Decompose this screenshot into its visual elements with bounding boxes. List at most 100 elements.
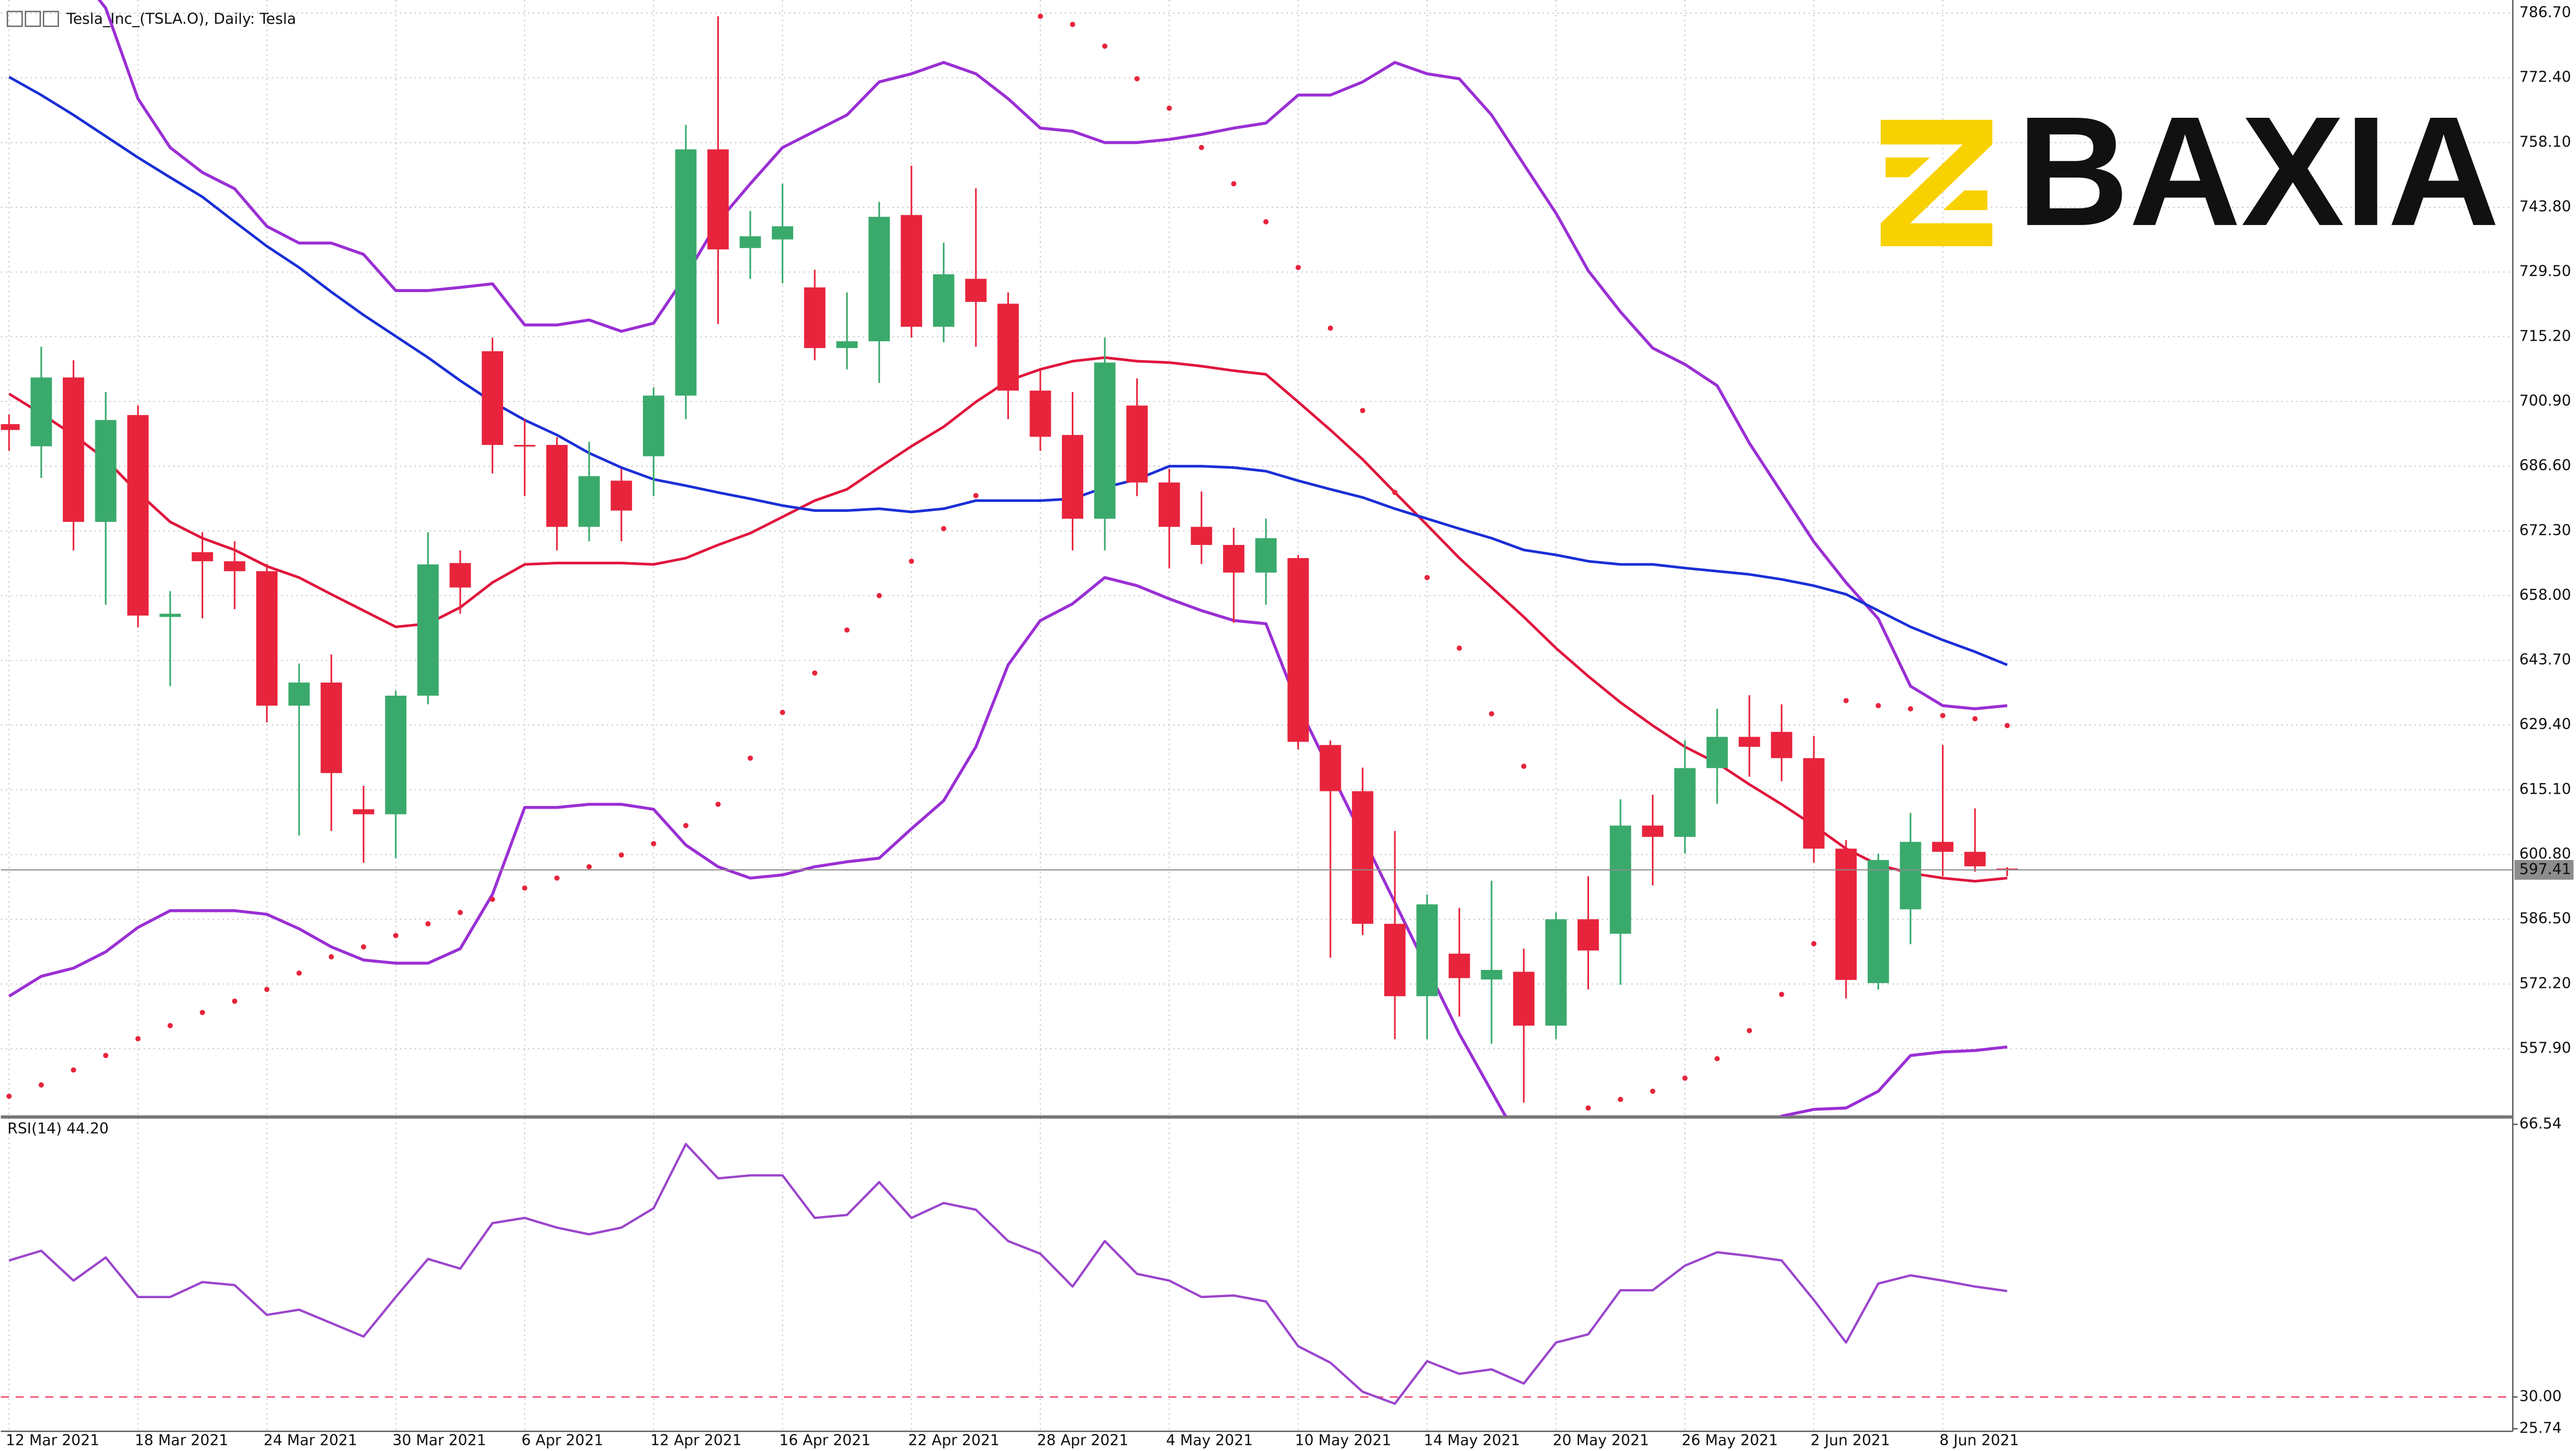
sar-dot <box>522 885 528 891</box>
sar-dot <box>908 559 914 564</box>
y-tick-label: 658.00 <box>2519 586 2571 604</box>
sar-dot <box>586 864 592 869</box>
sar-dot <box>683 823 689 829</box>
logo-mark <box>1881 223 1993 247</box>
candle-body <box>30 377 52 447</box>
candle-body <box>482 351 503 445</box>
sar-dot <box>1714 1056 1720 1062</box>
chart-title: Tesla_Inc_(TSLA.O), Daily: Tesla <box>66 10 296 28</box>
candle-body <box>707 149 729 250</box>
sar-dot <box>1875 703 1881 709</box>
candle-body <box>1 424 20 430</box>
candle-body <box>449 563 471 588</box>
x-tick-label: 28 Apr 2021 <box>1037 1432 1128 1449</box>
sar-dot <box>361 944 367 950</box>
y-tick-label: 629.40 <box>2519 716 2571 733</box>
sar-dot <box>941 526 947 531</box>
candle-body <box>1513 972 1535 1026</box>
candle-body <box>1674 768 1696 837</box>
candle-body <box>997 304 1019 391</box>
candle-body <box>1964 852 1986 867</box>
candle-body <box>901 215 923 327</box>
sar-dot <box>812 670 818 676</box>
candle-body <box>868 217 890 341</box>
sar-dot <box>844 627 850 633</box>
y-tick-label: 572.20 <box>2519 975 2571 992</box>
sar-dot <box>1360 408 1365 414</box>
x-tick-label: 10 May 2021 <box>1295 1432 1391 1449</box>
indicator-plot <box>1 1143 2513 1405</box>
x-tick-label: 22 Apr 2021 <box>908 1432 1000 1449</box>
candle-body <box>159 613 181 617</box>
y-tick-label: 686.60 <box>2519 457 2571 474</box>
y-tick-label: 30.00 <box>2519 1388 2562 1405</box>
sar-dot <box>168 1023 173 1029</box>
candle-body <box>1062 434 1083 519</box>
sar-dot <box>1489 711 1494 717</box>
candle-body <box>739 236 761 248</box>
y-tick-label: 715.20 <box>2519 327 2571 344</box>
candle-body <box>1706 736 1728 768</box>
x-tick-label: 26 May 2021 <box>1682 1432 1778 1449</box>
sar-dot <box>1940 713 1946 719</box>
logo-mark <box>1885 158 1930 177</box>
candle-body <box>417 564 439 696</box>
sar-dot <box>232 998 238 1004</box>
band-upper <box>97 0 2007 710</box>
candle-body <box>1094 362 1116 519</box>
candle-body <box>1158 482 1180 527</box>
sar-dot <box>2004 723 2010 729</box>
sar-dot <box>554 875 560 881</box>
sar-dot <box>1295 265 1301 271</box>
candle-body <box>1738 736 1760 747</box>
logo-text: BAXIA <box>2017 84 2500 259</box>
sar-dot <box>1907 706 1913 712</box>
candle-body <box>1481 970 1503 980</box>
sar-dot <box>103 1053 108 1058</box>
candle-body <box>1448 953 1470 978</box>
candle-body <box>1416 904 1438 997</box>
logo-mark <box>1881 119 1993 144</box>
candle-body <box>1642 825 1663 837</box>
candle-body <box>965 278 987 302</box>
x-tick-label: 20 May 2021 <box>1553 1432 1649 1449</box>
logo: BAXIA <box>1881 84 2500 259</box>
candle-body <box>224 561 246 572</box>
candle-body <box>1771 732 1793 758</box>
logo-mark <box>1943 190 1987 210</box>
sar-dot <box>1167 105 1172 111</box>
candle-body <box>804 287 826 348</box>
x-tick-label: 12 Apr 2021 <box>650 1432 741 1449</box>
x-tick-label: 12 Mar 2021 <box>6 1432 99 1449</box>
y-tick-label: 25.74 <box>2519 1420 2562 1437</box>
candle-body <box>1126 405 1148 483</box>
sar-dot <box>1102 43 1108 49</box>
indicator-line <box>8 1143 2007 1405</box>
y-tick-label: 772.40 <box>2519 69 2571 86</box>
candle-body <box>62 377 84 522</box>
x-tick-label: 30 Mar 2021 <box>393 1432 486 1449</box>
sar-dot <box>747 755 753 761</box>
sar-dot <box>71 1067 76 1073</box>
candle-body <box>1932 842 1953 852</box>
last-price-label: 597.41 <box>2519 861 2571 878</box>
candle-body <box>1609 825 1631 934</box>
sar-dot <box>135 1036 141 1042</box>
candle-body <box>514 444 536 447</box>
candle-body <box>1803 758 1825 849</box>
candle-body <box>546 444 568 527</box>
y-tick-label: 758.10 <box>2519 133 2571 150</box>
sar-dot <box>780 709 785 716</box>
candle-body <box>192 552 213 562</box>
sar-dot <box>1521 763 1527 769</box>
sar-dot <box>1747 1028 1752 1033</box>
y-tick-label: 600.80 <box>2519 845 2571 863</box>
x-tick-label: 8 Jun 2021 <box>1939 1432 2019 1449</box>
sar-dot <box>425 921 431 927</box>
sar-dot <box>490 897 495 902</box>
y-tick-label: 643.70 <box>2519 651 2571 668</box>
candle-body <box>932 274 954 327</box>
candle-body <box>1835 849 1857 980</box>
candle-body <box>1319 745 1341 791</box>
